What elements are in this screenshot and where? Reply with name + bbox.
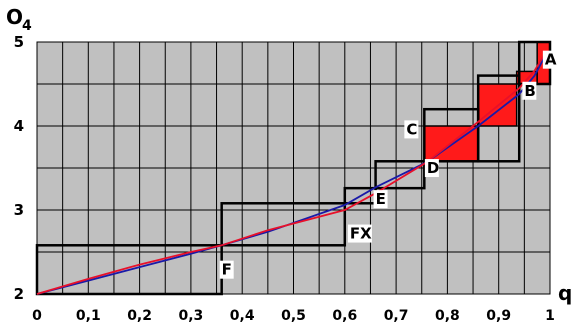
series-line-2 bbox=[36, 53, 546, 295]
x-tick-label: 0,6 bbox=[332, 308, 357, 324]
grid bbox=[36, 41, 551, 295]
x-tick-label: 0,7 bbox=[384, 308, 409, 324]
y-tick-label: 2 bbox=[14, 285, 24, 303]
svg-text:FX: FX bbox=[350, 225, 372, 243]
x-tick-labels: 0 0,1 0,2 0,3 0,4 0,5 0,6 0,7 0,8 0,9 1 bbox=[32, 308, 555, 324]
y-tick-labels: 2 3 4 5 bbox=[14, 33, 24, 303]
series-lines bbox=[36, 53, 546, 295]
x-tick-label: 0,3 bbox=[178, 308, 203, 324]
point-label-d: D bbox=[424, 159, 439, 178]
svg-text:F: F bbox=[222, 261, 232, 279]
point-label-e: E bbox=[373, 190, 388, 209]
svg-text:C: C bbox=[406, 120, 417, 138]
x-tick-label: 1 bbox=[545, 308, 555, 324]
y-axis-title: O bbox=[6, 5, 23, 29]
point-label-a: A bbox=[542, 50, 557, 69]
x-axis-title: q bbox=[558, 281, 572, 305]
svg-text:A: A bbox=[545, 51, 557, 69]
series-line-1 bbox=[36, 55, 546, 295]
y-axis-title-subscript: 4 bbox=[22, 18, 32, 34]
y-tick-label: 3 bbox=[14, 201, 24, 219]
point-label-f: F bbox=[219, 260, 234, 279]
step-rectangle bbox=[220, 202, 347, 247]
x-tick-label: 0,2 bbox=[127, 308, 152, 324]
x-tick-label: 0,5 bbox=[281, 308, 306, 324]
x-tick-label: 0 bbox=[32, 308, 42, 324]
x-tick-label: 0,1 bbox=[76, 308, 101, 324]
point-labels: AB C D EFX F bbox=[219, 50, 557, 279]
y-tick-label: 4 bbox=[14, 117, 24, 135]
svg-text:D: D bbox=[427, 159, 439, 177]
svg-text:E: E bbox=[376, 190, 386, 208]
svg-text:B: B bbox=[524, 82, 535, 100]
x-tick-label: 0,8 bbox=[435, 308, 460, 324]
step-rectangle bbox=[476, 74, 521, 163]
step-rectangle bbox=[374, 160, 426, 190]
x-tick-label: 0,4 bbox=[230, 308, 255, 324]
point-label-b: B bbox=[522, 81, 537, 100]
point-label-c: C bbox=[404, 120, 419, 139]
y-tick-label: 5 bbox=[14, 33, 24, 51]
point-label-fx: FX bbox=[347, 224, 372, 243]
x-tick-label: 0,9 bbox=[486, 308, 511, 324]
